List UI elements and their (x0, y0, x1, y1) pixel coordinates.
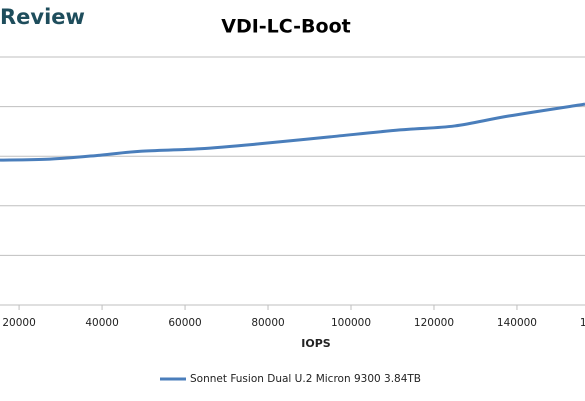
x-tick-label: 100000 (331, 317, 371, 329)
x-tick-label: 80000 (251, 317, 284, 329)
series-line (0, 102, 585, 162)
x-tick-label: 40000 (85, 317, 118, 329)
x-tick-label: 120000 (414, 317, 454, 329)
legend-label: Sonnet Fusion Dual U.2 Micron 9300 3.84T… (190, 373, 421, 385)
x-tick-label: 60000 (168, 317, 201, 329)
logo: Review (0, 5, 85, 29)
x-tick-label: 160000 (580, 317, 585, 329)
x-tick-label: 20000 (2, 317, 35, 329)
x-axis-label: IOPS (301, 337, 331, 350)
x-tick-label: 140000 (497, 317, 537, 329)
chart-title: VDI-LC-Boot (221, 16, 350, 38)
